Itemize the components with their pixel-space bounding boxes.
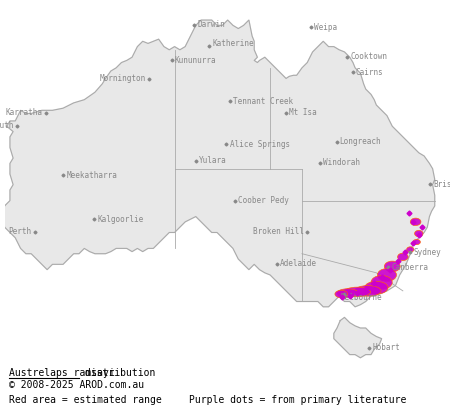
Text: Melbourne: Melbourne bbox=[341, 293, 382, 302]
Ellipse shape bbox=[378, 269, 396, 281]
Ellipse shape bbox=[397, 253, 408, 261]
Text: Longreach: Longreach bbox=[340, 137, 381, 146]
Text: Meekatharra: Meekatharra bbox=[66, 171, 117, 180]
Text: Tennant Creek: Tennant Creek bbox=[233, 97, 293, 106]
Ellipse shape bbox=[413, 239, 420, 245]
Text: Perth: Perth bbox=[9, 227, 32, 237]
Ellipse shape bbox=[364, 281, 388, 294]
Text: Mornington: Mornington bbox=[100, 74, 146, 83]
Text: Canberra: Canberra bbox=[392, 263, 428, 272]
Text: Mt Isa: Mt Isa bbox=[289, 108, 317, 117]
Ellipse shape bbox=[410, 218, 421, 226]
Ellipse shape bbox=[384, 261, 400, 272]
Ellipse shape bbox=[344, 287, 370, 297]
Text: Brisbane: Brisbane bbox=[433, 180, 450, 189]
Text: Weipa: Weipa bbox=[315, 22, 338, 32]
Ellipse shape bbox=[407, 247, 414, 252]
Text: Windorah: Windorah bbox=[323, 158, 360, 167]
Text: Kununurra: Kununurra bbox=[175, 56, 216, 65]
Text: Katherine: Katherine bbox=[212, 39, 254, 48]
Ellipse shape bbox=[355, 286, 381, 296]
Text: Cairns: Cairns bbox=[356, 68, 384, 77]
Text: Austrelaps ramsayi: Austrelaps ramsayi bbox=[9, 368, 115, 378]
Text: Sydney: Sydney bbox=[414, 248, 441, 257]
Text: Cooktown: Cooktown bbox=[350, 52, 387, 61]
Text: Alice Springs: Alice Springs bbox=[230, 140, 290, 149]
Ellipse shape bbox=[371, 276, 392, 289]
Text: Broken Hill: Broken Hill bbox=[253, 227, 304, 237]
Polygon shape bbox=[3, 20, 435, 307]
Text: Kalgoorlie: Kalgoorlie bbox=[98, 215, 144, 224]
Text: Red area = estimated range: Red area = estimated range bbox=[9, 395, 162, 405]
Polygon shape bbox=[334, 317, 382, 358]
Text: Adelaide: Adelaide bbox=[280, 259, 317, 268]
Ellipse shape bbox=[335, 290, 348, 298]
Text: Yulara: Yulara bbox=[199, 156, 227, 165]
Text: Coober Pedy: Coober Pedy bbox=[238, 196, 289, 205]
Text: © 2008-2025 AROD.com.au: © 2008-2025 AROD.com.au bbox=[9, 380, 144, 390]
Ellipse shape bbox=[414, 230, 423, 237]
Text: Karratha: Karratha bbox=[5, 108, 42, 117]
Text: Darwin: Darwin bbox=[197, 20, 225, 29]
Ellipse shape bbox=[337, 289, 358, 297]
Text: Hobart: Hobart bbox=[373, 344, 400, 352]
Text: Exmouth: Exmouth bbox=[0, 121, 14, 130]
Text: Purple dots = from primary literature: Purple dots = from primary literature bbox=[189, 395, 406, 405]
Text: distribution: distribution bbox=[79, 368, 155, 378]
